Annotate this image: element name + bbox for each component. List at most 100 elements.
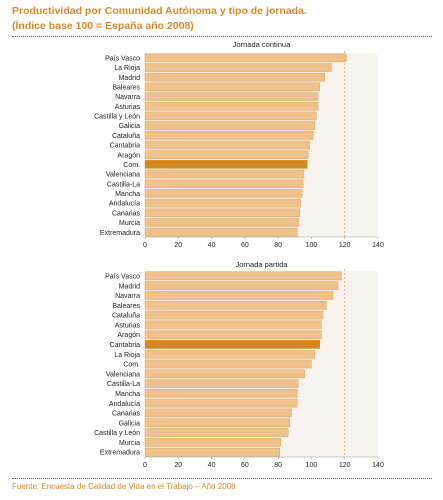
category-label-1-16: Andalucía (109, 201, 140, 208)
x-tick-label-1-3: 40 (208, 242, 216, 249)
category-label-1-9: Cataluña (112, 133, 140, 140)
category-label-2-14: Andalucía (109, 401, 140, 408)
category-label-1-8: Galicia (119, 123, 141, 130)
category-label-2-3: Navarra (115, 293, 140, 300)
bar-1-17 (144, 208, 300, 218)
bar-2-11 (144, 369, 305, 379)
x-tick-label-1-4: 60 (241, 242, 249, 249)
category-label-2-17: Castilla y León (94, 430, 140, 437)
subplot-title-1: Jornada continua (233, 40, 291, 49)
bar-2-9 (144, 349, 315, 359)
category-label-2-10: Com. (123, 362, 140, 369)
category-label-1-19: Extremadura (100, 230, 140, 237)
category-label-1-6: Asturias (115, 104, 141, 111)
bar-2-7 (144, 330, 322, 339)
bar-1-15 (144, 189, 303, 198)
bar-2-13 (144, 389, 298, 398)
subplot-title-2: Jornada partida (235, 260, 288, 269)
x-tick-label-1-2: 20 (174, 242, 182, 249)
category-label-1-4: Baleares (112, 84, 140, 91)
category-label-1-7: Castilla y León (94, 114, 140, 121)
category-label-1-13: Valenciana (106, 172, 140, 179)
x-tick-label-2-3: 40 (208, 462, 216, 469)
bar-2-18 (144, 438, 281, 447)
bar-2-2 (144, 281, 339, 290)
category-label-1-5: Navarra (115, 94, 140, 101)
bar-2-19 (144, 447, 281, 457)
bar-2-14 (144, 398, 298, 408)
category-label-1-10: Cantabria (110, 143, 140, 150)
x-tick-label-1-5: 80 (274, 242, 282, 249)
category-label-2-15: Canarias (112, 411, 141, 418)
category-label-2-4: Baleares (112, 303, 140, 310)
bar-1-12 (144, 160, 308, 169)
x-tick-label-2-5: 80 (274, 462, 282, 469)
bar-1-5 (144, 92, 319, 101)
top-dotted-divider (12, 36, 432, 37)
chart-title: Productividad por Comunidad Autónoma y t… (12, 4, 432, 34)
category-label-1-17: Canarias (112, 210, 141, 217)
x-tick-label-1-1: 0 (143, 242, 147, 249)
x-tick-label-1-8: 140 (372, 242, 384, 249)
bar-1-11 (144, 150, 309, 159)
bar-1-13 (144, 169, 305, 179)
bar-2-5 (144, 310, 324, 320)
x-tick-label-2-6: 100 (306, 462, 318, 469)
category-label-1-15: Mancha (115, 191, 140, 198)
bar-1-9 (144, 131, 314, 140)
category-label-1-11: Aragón (117, 152, 140, 159)
category-label-2-8: Cantabria (110, 342, 140, 349)
category-label-2-19: Extremadura (100, 450, 140, 457)
bar-2-3 (144, 291, 334, 300)
bar-2-15 (144, 408, 292, 418)
bottom-dotted-divider (12, 478, 432, 479)
category-label-2-2: Madrid (119, 283, 141, 290)
bar-2-6 (144, 320, 322, 330)
bar-2-10 (144, 359, 312, 369)
category-label-1-18: Murcia (119, 220, 140, 227)
category-label-2-18: Murcia (119, 440, 140, 447)
x-tick-label-2-1: 0 (143, 462, 147, 469)
x-tick-label-2-4: 60 (241, 462, 249, 469)
title-line-2: (Índice base 100 = España año 2008) (12, 20, 194, 32)
bar-2-17 (144, 428, 289, 437)
bar-2-8 (144, 340, 320, 349)
category-label-2-6: Asturias (115, 322, 141, 329)
title-line-1: Productividad por Comunidad Autónoma y t… (12, 5, 307, 17)
bar-1-6 (144, 102, 319, 111)
category-label-1-2: La Rioja (114, 65, 140, 72)
bar-2-1 (144, 271, 342, 281)
x-tick-label-2-8: 140 (372, 462, 384, 469)
category-label-2-13: Mancha (115, 391, 140, 398)
category-label-1-12: Com. (123, 162, 140, 169)
bar-2-12 (144, 379, 299, 388)
bar-1-7 (144, 111, 317, 121)
category-label-2-5: Cataluña (112, 313, 140, 320)
category-label-1-14: Castilla-La (107, 181, 140, 188)
bar-1-8 (144, 121, 315, 130)
category-label-2-7: Aragón (117, 332, 140, 339)
x-tick-label-1-6: 100 (306, 242, 318, 249)
bar-1-10 (144, 140, 310, 150)
bar-1-4 (144, 82, 320, 92)
bar-1-19 (144, 227, 298, 237)
category-label-1-1: País Vasco (105, 55, 140, 62)
bar-1-14 (144, 179, 304, 188)
bar-1-18 (144, 218, 300, 227)
category-label-2-12: Castilla-La (107, 381, 140, 388)
bar-1-16 (144, 198, 301, 208)
source-note: Fuente: Encuesta de Calidad de Vida en e… (12, 482, 236, 491)
category-label-2-9: La Rioja (114, 352, 140, 359)
bar-1-2 (144, 63, 332, 72)
category-label-2-1: País Vasco (105, 273, 140, 280)
category-label-2-11: Valenciana (106, 371, 140, 378)
bar-1-3 (144, 72, 325, 82)
category-label-2-16: Galicia (119, 420, 141, 427)
x-tick-label-2-7: 120 (339, 462, 351, 469)
bar-2-4 (144, 300, 327, 310)
bar-2-16 (144, 418, 290, 428)
bar-1-1 (144, 53, 347, 63)
x-tick-label-1-7: 120 (339, 242, 351, 249)
x-tick-label-2-2: 20 (174, 462, 182, 469)
